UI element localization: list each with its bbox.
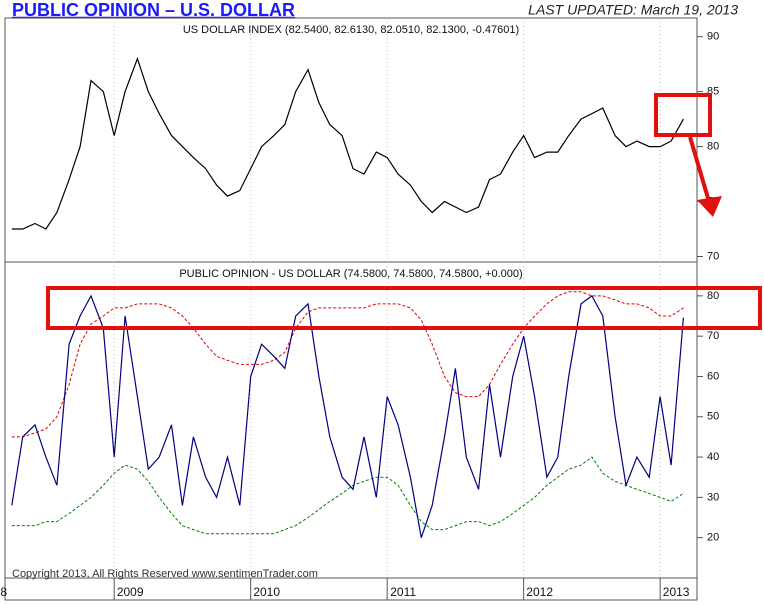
frame bbox=[4, 17, 698, 601]
x-tick-label: 2009 bbox=[117, 585, 144, 599]
arrow-shaft bbox=[688, 136, 712, 206]
plots: 7075808590US DOLLAR INDEX (82.5400, 82.6… bbox=[0, 18, 719, 600]
series-line bbox=[11, 56, 684, 230]
y-tick-label: 70 bbox=[707, 250, 719, 262]
y-tick-label: 20 bbox=[707, 532, 719, 544]
x-tick-label: 2011 bbox=[390, 585, 416, 599]
series-line bbox=[11, 291, 684, 438]
series-line bbox=[11, 456, 684, 535]
y-tick-label: 80 bbox=[707, 141, 719, 153]
y-tick-label: 70 bbox=[707, 330, 719, 342]
x-tick-label: 2013 bbox=[663, 585, 690, 599]
y-tick-label: 60 bbox=[707, 370, 719, 382]
page-title: PUBLIC OPINION – U.S. DOLLAR bbox=[12, 0, 295, 20]
x-tick-label: 2012 bbox=[526, 585, 553, 599]
series-line bbox=[11, 294, 684, 538]
arrow-head bbox=[697, 196, 722, 217]
panel-title: PUBLIC OPINION - US DOLLAR (74.5800, 74.… bbox=[179, 268, 522, 280]
copyright: Copyright 2013, All Rights Reserved www.… bbox=[12, 568, 318, 580]
highlight-band bbox=[46, 286, 762, 330]
y-tick-label: 40 bbox=[707, 451, 719, 463]
y-tick-label: 50 bbox=[707, 411, 719, 423]
last-updated: LAST UPDATED: March 19, 2013 bbox=[528, 2, 738, 18]
y-tick-label: 90 bbox=[707, 31, 719, 43]
y-tick-label: 80 bbox=[707, 290, 719, 302]
x-tick-label: 2010 bbox=[253, 585, 280, 599]
highlight-box bbox=[654, 93, 712, 137]
y-tick-label: 30 bbox=[707, 491, 719, 503]
panel-title: US DOLLAR INDEX (82.5400, 82.6130, 82.05… bbox=[183, 24, 519, 36]
x-tick-label: 2008 bbox=[0, 585, 7, 599]
